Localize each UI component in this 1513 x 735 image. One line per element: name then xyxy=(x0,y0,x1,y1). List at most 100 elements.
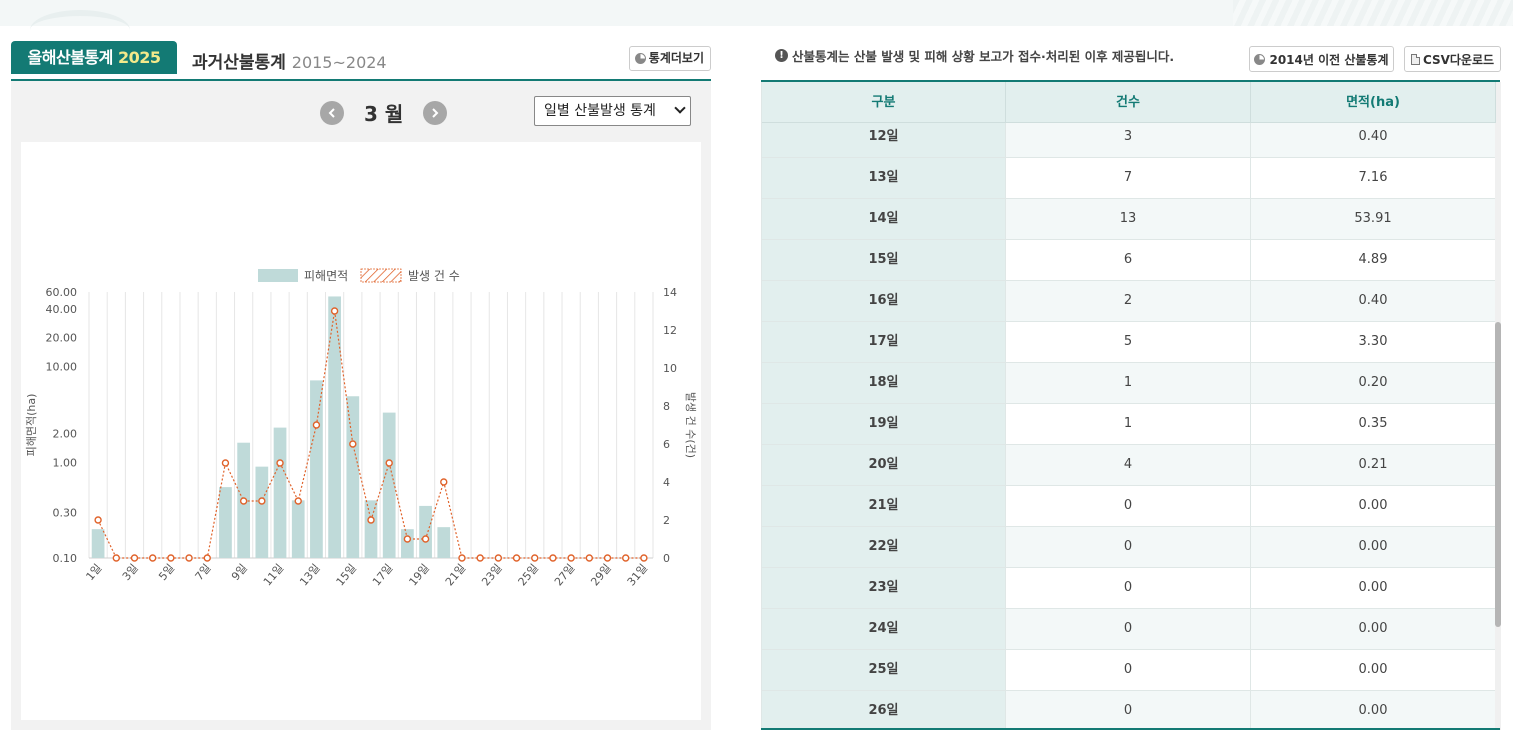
daily-stats-table[interactable]: 구분 건수 면적(ha) 12일 3 0.40 13일 7 7.16 14일 13 53.91 1… xyxy=(761,82,1500,730)
row-area: 0.35 xyxy=(1251,404,1496,444)
point-fire-count xyxy=(294,497,302,505)
row-area: 3.30 xyxy=(1251,322,1496,362)
y-left-tick-label: 10.00 xyxy=(46,361,78,374)
pie-chart-icon xyxy=(1254,53,1266,65)
row-count: 0 xyxy=(1006,650,1251,690)
row-area: 0.00 xyxy=(1251,527,1496,567)
scrollbar-thumb[interactable] xyxy=(1495,322,1501,627)
prev-month-button[interactable] xyxy=(320,100,344,125)
legend-label-area: 피해면적 xyxy=(304,269,348,283)
point-fire-count xyxy=(221,459,230,467)
point-fire-count xyxy=(312,421,321,429)
point-fire-count xyxy=(367,516,375,524)
row-day: 13일 xyxy=(762,158,1006,198)
row-count: 3 xyxy=(1006,117,1251,157)
table-row: 20일 4 0.21 xyxy=(762,445,1496,486)
table-row: 12일 3 0.40 xyxy=(762,117,1496,158)
table-scrollbar[interactable] xyxy=(1495,82,1501,730)
bar-area xyxy=(310,380,323,558)
row-area: 0.00 xyxy=(1251,650,1496,690)
point-fire-count xyxy=(130,554,139,562)
notice: ! 산불통계는 산불 발생 및 피해 상황 보고가 접수·처리된 이후 제공됩니… xyxy=(775,46,1174,65)
row-count: 1 xyxy=(1006,363,1251,403)
row-count: 0 xyxy=(1006,691,1251,730)
row-count: 7 xyxy=(1006,158,1251,198)
pie-chart-icon xyxy=(634,53,646,64)
point-fire-count xyxy=(239,497,248,505)
table-row: 15일 6 4.89 xyxy=(762,240,1496,281)
point-fire-count xyxy=(276,459,284,467)
row-count: 0 xyxy=(1006,527,1251,567)
row-day: 19일 xyxy=(762,404,1006,444)
y-left-tick-label: 60.00 xyxy=(46,286,78,299)
x-tick-label: 3일 xyxy=(119,561,141,583)
bar-area xyxy=(273,427,287,558)
bar-area xyxy=(364,500,378,558)
tab-current-year[interactable]: 올해산불통계 2025 xyxy=(11,41,177,74)
month-navigation: 3 월 xyxy=(320,98,448,127)
tab-past-years[interactable]: 과거산불통계 2015~2024 xyxy=(192,48,387,73)
point-fire-count xyxy=(640,554,648,562)
row-area: 4.89 xyxy=(1251,240,1496,280)
bar-area xyxy=(437,527,451,558)
x-tick-label: 21일 xyxy=(442,561,468,588)
point-fire-count xyxy=(421,535,430,543)
old-stats-label: 2014년 이전 산불통계 xyxy=(1269,52,1389,67)
row-area: 0.20 xyxy=(1251,363,1496,403)
csv-download-button[interactable]: CSV다운로드 xyxy=(1404,46,1501,72)
row-day: 24일 xyxy=(762,609,1006,649)
point-fire-count xyxy=(494,554,503,562)
row-day: 14일 xyxy=(762,199,1006,239)
point-fire-count xyxy=(440,478,448,486)
bar-area xyxy=(346,396,360,558)
bar-area xyxy=(291,500,305,558)
y-right-tick-label: 14 xyxy=(663,286,677,299)
point-fire-count xyxy=(112,554,120,562)
tab-past-label: 과거산불통계 xyxy=(192,53,286,73)
more-stats-button[interactable]: 통계더보기 xyxy=(628,46,711,71)
point-fire-count xyxy=(549,554,557,562)
point-fire-count xyxy=(258,497,266,505)
x-tick-label: 15일 xyxy=(333,561,359,588)
row-day: 26일 xyxy=(762,691,1006,730)
stat-type-select[interactable]: 일별 산불발생 통계 xyxy=(534,96,691,126)
y-left-tick-label: 20.00 xyxy=(46,332,78,345)
y-right-tick-label: 4 xyxy=(663,476,670,489)
point-fire-count xyxy=(185,554,193,562)
top-band xyxy=(0,0,1513,26)
bar-area xyxy=(219,487,232,558)
chevron-down-icon xyxy=(674,102,686,114)
next-month-button[interactable] xyxy=(423,100,448,125)
table-header: 구분 건수 면적(ha) xyxy=(762,82,1496,123)
legend-swatch-area xyxy=(258,269,298,282)
old-stats-button[interactable]: 2014년 이전 산불통계 xyxy=(1249,46,1394,72)
row-day: 25일 xyxy=(762,650,1006,690)
month-label: 3 월 xyxy=(364,102,404,126)
table-row: 13일 7 7.16 xyxy=(762,158,1496,199)
row-day: 22일 xyxy=(762,527,1006,567)
x-tick-label: 23일 xyxy=(478,561,504,588)
y-left-tick-label: 2.00 xyxy=(53,427,78,440)
point-fire-count xyxy=(476,554,484,562)
point-fire-count xyxy=(603,554,612,562)
bar-area xyxy=(328,296,341,558)
row-count: 2 xyxy=(1006,281,1251,321)
chart-svg: 0.10 0.30 1.00 2.00 10.00 20.00 40.00 60.00 0 2 4 6… xyxy=(24,268,697,588)
bar-area xyxy=(255,466,269,558)
row-count: 13 xyxy=(1006,199,1251,239)
table-row: 18일 1 0.20 xyxy=(762,363,1496,404)
point-fire-count xyxy=(349,440,357,448)
tab-past-range: 2015~2024 xyxy=(291,53,387,72)
top-band-decoration xyxy=(30,10,130,50)
y-left-tick-label: 40.00 xyxy=(46,303,78,316)
top-band-stripes xyxy=(1233,0,1513,26)
y-right-tick-label: 2 xyxy=(663,514,670,527)
row-count: 1 xyxy=(1006,404,1251,444)
table-row: 24일 0 0.00 xyxy=(762,609,1496,650)
point-fire-count xyxy=(167,554,175,562)
tab-current-label: 올해산불통계 xyxy=(27,48,114,67)
bar-area xyxy=(91,529,105,558)
row-area: 0.00 xyxy=(1251,568,1496,608)
x-tick-label: 7일 xyxy=(192,561,214,583)
row-day: 20일 xyxy=(762,445,1006,485)
